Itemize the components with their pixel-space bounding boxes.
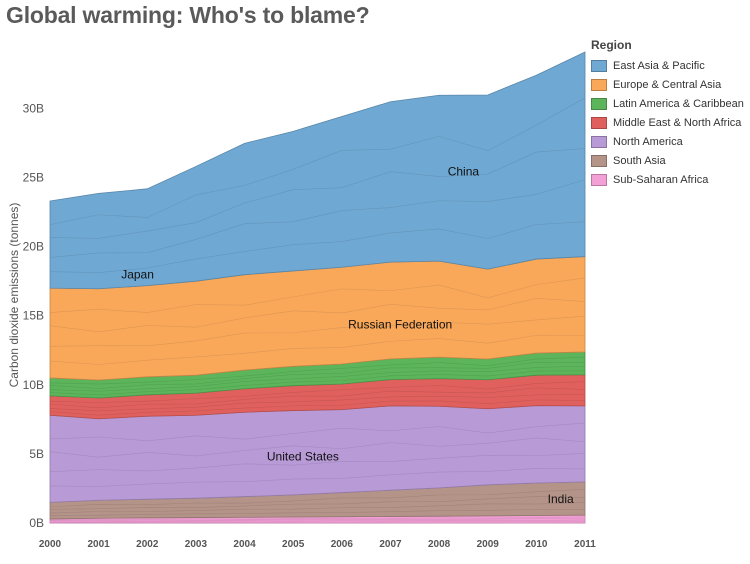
band-line [49, 387, 586, 409]
x-tick-label: 2006 [331, 539, 354, 550]
legend-item[interactable]: Sub-Saharan Africa [591, 170, 744, 189]
legend-label: Latin America & Caribbean [613, 97, 744, 110]
band-line [49, 437, 586, 458]
band-line [49, 422, 586, 442]
annotation-label: India [548, 492, 574, 506]
y-tick-label: 30B [23, 101, 44, 115]
legend-item[interactable]: Europe & Central Asia [591, 75, 744, 94]
band-line [49, 489, 586, 508]
band-line [49, 370, 586, 396]
x-tick-label: 2004 [233, 539, 256, 550]
x-tick-label: 2007 [379, 539, 402, 550]
annotation-label: Russian Federation [348, 318, 452, 332]
band-line [49, 148, 586, 239]
legend-title: Region [591, 38, 632, 52]
legend-swatch [591, 116, 607, 129]
y-tick-label: 10B [23, 378, 44, 392]
band-line [49, 509, 586, 517]
band-line [49, 362, 586, 389]
band-line [49, 399, 586, 416]
legend-item[interactable]: Middle East & North Africa [591, 113, 744, 132]
band-line [49, 516, 586, 521]
band-line [49, 365, 586, 392]
band-line [49, 393, 586, 412]
annotation-label: China [448, 165, 480, 179]
chart-title: Global warming: Who's to blame? [6, 2, 370, 28]
legend-item[interactable]: Latin America & Caribbean [591, 94, 744, 113]
legend-swatch [591, 97, 607, 110]
legend-swatch [591, 59, 607, 72]
legend-label: Sub-Saharan Africa [613, 173, 709, 186]
y-tick-label: 15B [23, 309, 44, 323]
legend-item[interactable]: East Asia & Pacific [591, 56, 744, 75]
band-line [49, 97, 586, 225]
legend-swatch [591, 135, 607, 148]
x-tick-label: 2003 [185, 539, 208, 550]
band-line [49, 519, 586, 522]
band-line [49, 496, 586, 510]
band-line [49, 468, 586, 487]
x-tick-label: 2008 [428, 539, 451, 550]
band-line [49, 502, 586, 514]
band-line [49, 381, 586, 403]
band-line [49, 453, 586, 472]
annotation-label: United States [267, 450, 339, 464]
legend-item[interactable]: North America [591, 132, 744, 151]
x-tick-label: 2000 [39, 539, 62, 550]
y-tick-label: 25B [23, 171, 44, 185]
x-tick-label: 2010 [525, 539, 548, 550]
x-tick-label: 2002 [136, 539, 159, 550]
band-line [49, 315, 586, 347]
legend-label: North America [613, 135, 683, 148]
legend-label: South Asia [613, 154, 666, 167]
x-tick-label: 2001 [88, 539, 111, 550]
legend-item[interactable]: South Asia [591, 151, 744, 170]
legend-swatch [591, 78, 607, 91]
legend-swatch [591, 154, 607, 167]
band-line [49, 518, 586, 521]
area-east-asia-pacific [49, 51, 586, 290]
legend-label: East Asia & Pacific [613, 59, 705, 72]
y-axis-label: Carbon dioxide emissions (tonnes) [7, 203, 21, 388]
x-tick-label: 2005 [282, 539, 305, 550]
x-tick-label: 2011 [574, 539, 596, 550]
band-line [49, 221, 586, 273]
legend-label: Europe & Central Asia [613, 78, 722, 91]
band-line [49, 298, 586, 333]
legend-items: East Asia & Pacific Europe & Central Asia… [591, 56, 744, 189]
band-line [49, 356, 586, 385]
y-tick-label: 20B [23, 240, 44, 254]
x-tick-label: 2009 [477, 539, 500, 550]
y-tick-label: 5B [29, 447, 44, 461]
band-line [49, 179, 586, 258]
band-line [49, 335, 586, 365]
y-tick-label: 0B [29, 516, 44, 530]
legend-label: Middle East & North Africa [613, 116, 742, 129]
band-line [49, 521, 586, 523]
legend-swatch [591, 173, 607, 186]
band-line [49, 277, 586, 313]
legend: Region East Asia & Pacific Europe & Centr… [591, 38, 744, 189]
annotation-label: Japan [121, 268, 154, 282]
